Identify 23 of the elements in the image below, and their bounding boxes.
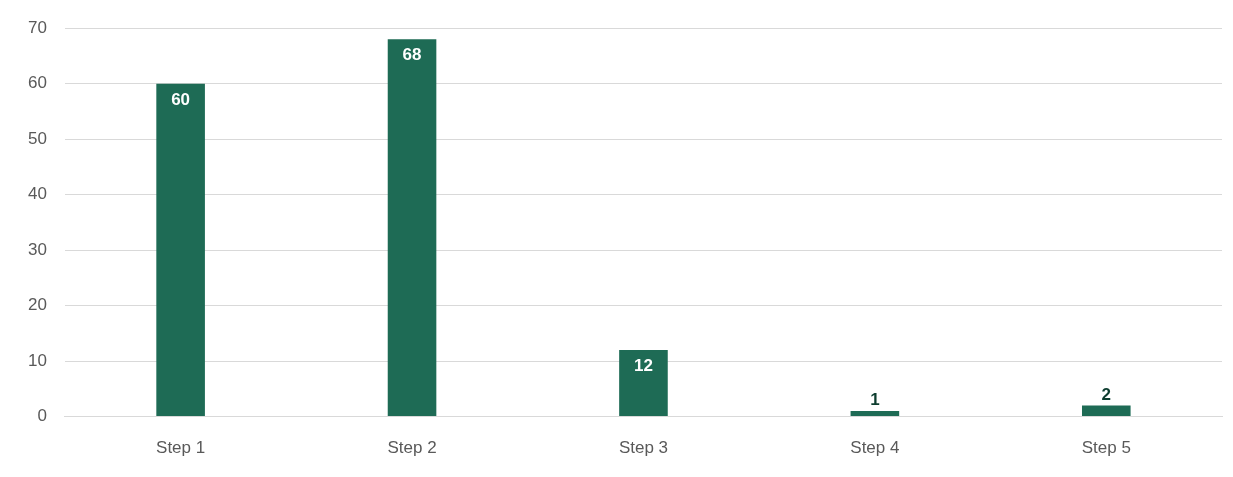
data-label: 68 <box>402 45 422 65</box>
y-tick-label: 70 <box>27 17 47 37</box>
y-tick-label: 40 <box>27 184 47 204</box>
x-tick-label: Step 2 <box>387 438 437 458</box>
y-tick-label: 50 <box>27 128 47 148</box>
y-tick-label: 10 <box>27 350 47 370</box>
x-tick-label: Step 3 <box>618 438 669 458</box>
x-tick-label: Step 5 <box>1081 438 1131 458</box>
data-label: 60 <box>171 89 191 109</box>
bar <box>850 411 900 417</box>
bar <box>387 39 437 417</box>
data-label: 1 <box>870 390 880 410</box>
data-label: 2 <box>1101 384 1112 404</box>
y-tick-label: 20 <box>27 295 47 315</box>
y-tick-label: 30 <box>27 239 47 259</box>
data-label: 12 <box>633 356 653 376</box>
bar <box>619 350 668 417</box>
x-tick-label: Step 1 <box>156 438 206 458</box>
y-tick-label: 60 <box>27 73 47 93</box>
x-tick-label: Step 4 <box>850 438 900 458</box>
bar <box>1081 405 1131 417</box>
y-tick-label: 0 <box>37 406 47 426</box>
bar <box>156 83 205 417</box>
